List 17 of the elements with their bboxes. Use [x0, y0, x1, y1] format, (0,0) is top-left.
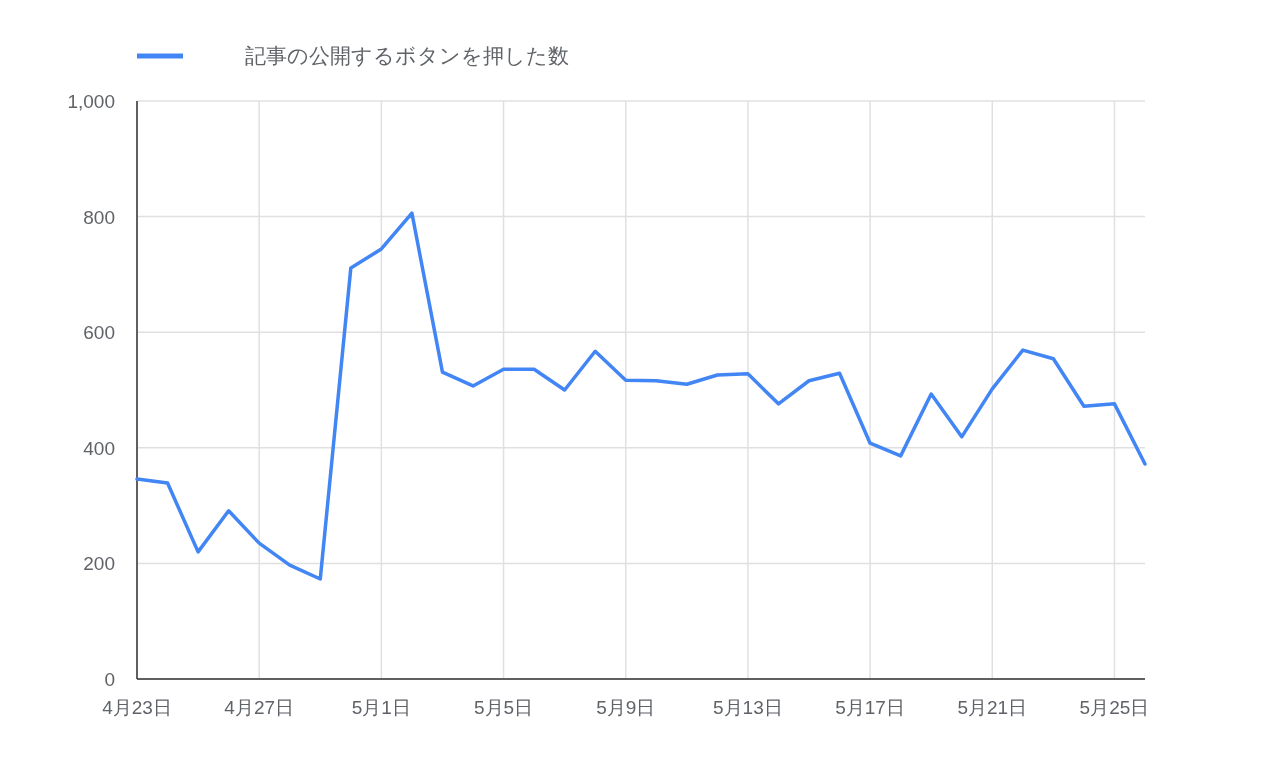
- x-tick-label: 5月13日: [713, 697, 783, 718]
- x-tick-label: 5月25日: [1079, 697, 1150, 718]
- text: 記事の公開するボタンを押した数: [245, 44, 569, 67]
- x-tick-label: 5月1日: [351, 697, 411, 718]
- x-tick-label: 5月5日: [473, 697, 534, 718]
- x-tick-label: 5月21日: [957, 697, 1028, 718]
- y-tick-label: 600: [83, 322, 115, 344]
- x-tick-label: 5月17日: [835, 697, 905, 718]
- y-tick-label: 0: [104, 669, 115, 690]
- y-tick-label: 1,000: [67, 91, 115, 112]
- y-tick-label: 400: [83, 437, 115, 459]
- y-tick-label: 200: [83, 553, 115, 575]
- line-series: [135, 211, 1147, 581]
- x-tick-label: 4月27日: [224, 697, 295, 718]
- y-tick-label: 800: [83, 206, 115, 228]
- x-tick-label: 4月23日: [102, 697, 172, 718]
- x-tick-label: 5月9日: [596, 697, 656, 718]
